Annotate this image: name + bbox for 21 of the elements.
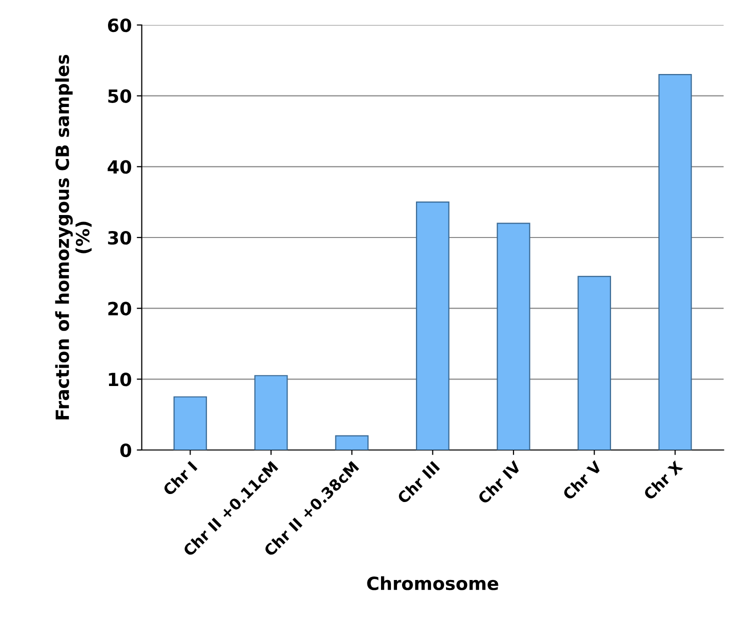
bar	[578, 276, 612, 450]
x-tick-label: Chr X	[642, 460, 684, 501]
y-tick-label: 60	[108, 18, 132, 32]
bar	[658, 74, 692, 450]
x-tick-label: Chr I	[162, 460, 198, 496]
bar	[416, 202, 450, 450]
y-tick-label: 20	[108, 302, 132, 316]
y-tick-label: 0	[120, 443, 132, 458]
y-tick-label: 30	[108, 230, 132, 245]
y-axis-title: Fraction of homozygous CB samples (%)	[55, 54, 92, 420]
x-tick-label: Chr V	[562, 460, 603, 501]
bar	[174, 396, 207, 450]
x-tick-label: Chr III	[396, 460, 440, 504]
bar	[335, 435, 369, 450]
bar	[254, 375, 288, 450]
x-axis-title: Chromosome	[367, 576, 498, 590]
bar	[496, 222, 530, 450]
y-tick-label: 40	[108, 160, 132, 174]
y-tick-label: 50	[108, 89, 132, 103]
y-tick-label: 10	[108, 372, 132, 386]
x-tick-label: Chr IV	[476, 460, 522, 505]
